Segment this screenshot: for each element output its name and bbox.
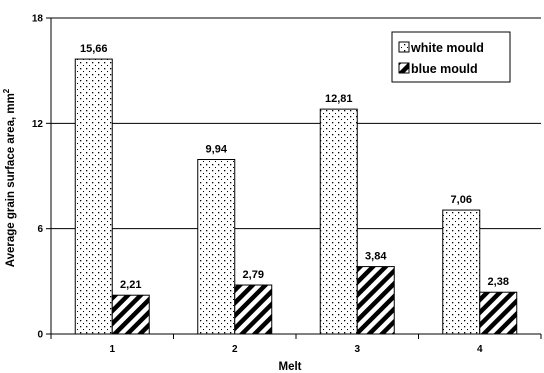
bar-blue-mould — [479, 291, 518, 335]
data-labels: 15,66 2,21 9,94 2,79 12,81 3,84 7,06 2,38 — [80, 43, 509, 291]
y-axis-title-text: Average grain surface area, mm — [5, 93, 17, 267]
bar-white-mould — [442, 209, 481, 335]
bar-white-mould — [74, 58, 113, 335]
x-tick-label: 3 — [354, 344, 360, 355]
bar-white-mould — [197, 158, 236, 335]
legend-label-blue-mould: blue mould — [411, 62, 478, 76]
data-label-white-mould: 7,06 — [451, 194, 472, 206]
x-axis-title: Melt — [279, 361, 302, 373]
legend-box — [391, 31, 511, 83]
bar-blue-mould — [356, 266, 395, 335]
legend-label-white-mould: white mould — [410, 41, 484, 55]
data-label-white-mould: 15,66 — [80, 43, 108, 55]
y-axis-title-superscript: 2 — [2, 88, 11, 93]
bar-blue-mould — [111, 294, 150, 335]
legend-swatch-white-mould — [398, 41, 410, 53]
bars — [74, 58, 518, 335]
y-tick-label: 0 — [37, 330, 43, 341]
y-tick-label: 12 — [32, 119, 44, 130]
data-label-blue-mould: 2,79 — [243, 269, 264, 281]
x-tick-label: 2 — [232, 344, 238, 355]
x-tick-label: 4 — [477, 344, 483, 355]
data-label-white-mould: 12,81 — [325, 93, 353, 105]
data-label-white-mould: 9,94 — [206, 143, 228, 155]
bar-blue-mould — [234, 284, 273, 335]
data-label-blue-mould: 2,38 — [488, 276, 509, 288]
bar-white-mould — [319, 108, 358, 335]
data-label-blue-mould: 2,21 — [120, 279, 141, 291]
y-tick-label: 6 — [37, 224, 43, 235]
legend: white mould blue mould — [391, 31, 511, 83]
y-tick-label: 18 — [32, 14, 44, 25]
legend-swatch-blue-mould — [398, 62, 410, 74]
x-tick-label: 1 — [109, 344, 115, 355]
data-label-blue-mould: 3,84 — [365, 251, 387, 263]
y-axis-title: Average grain surface area, mm2 — [2, 88, 17, 267]
